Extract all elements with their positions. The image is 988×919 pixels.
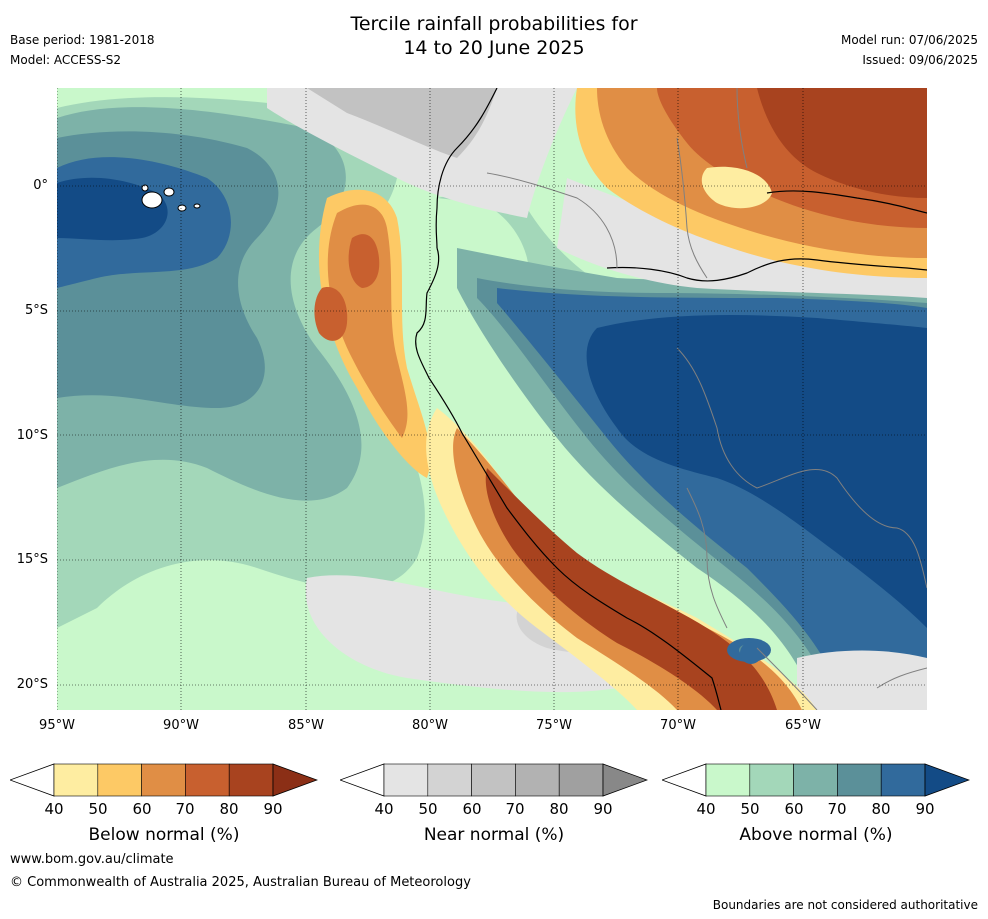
near-normal-south — [305, 575, 662, 693]
title-line-2: 14 to 20 June 2025 — [403, 37, 585, 59]
below-coast-band-60 — [327, 204, 408, 438]
coastline — [415, 247, 722, 710]
below-peru-strip-80 — [485, 468, 777, 710]
colorbar-extend-high — [602, 763, 648, 797]
meta-right: Model run: 07/06/2025 Issued: 09/06/2025 — [841, 30, 978, 70]
legend-near-tick: 90 — [593, 800, 613, 818]
coastline-north — [435, 88, 498, 249]
map-svg — [57, 88, 927, 710]
colorbar-segment — [141, 763, 186, 797]
lon-label-75w: 75°W — [536, 718, 572, 733]
lat-label-15s: 15°S — [16, 552, 48, 567]
legend-near-tick: 60 — [462, 800, 482, 818]
country-borders — [486, 88, 927, 710]
legend-above-tick: 80 — [871, 800, 891, 818]
below-coast-band-70b — [314, 287, 348, 341]
colorbar-segment — [880, 763, 926, 797]
colorbar-segment — [837, 763, 882, 797]
model-run: Model run: 07/06/2025 — [840, 33, 978, 47]
colorbar-segment — [97, 763, 142, 797]
near-normal-southeast — [797, 650, 927, 710]
lon-label-65w: 65°W — [785, 718, 821, 733]
title-line-1: Tercile rainfall probabilities for — [350, 13, 638, 35]
legend-above-tick: 50 — [740, 800, 760, 818]
legend-below-tick: 40 — [44, 800, 64, 818]
legend-near-colorbar — [340, 763, 648, 797]
legend-below-tick: 90 — [263, 800, 283, 818]
lon-label-95w: 95°W — [39, 718, 75, 733]
website-link[interactable]: www.bom.gov.au/climate — [10, 852, 174, 867]
colorbar-segment — [228, 763, 274, 797]
issued-date: Issued: 09/06/2025 — [862, 53, 978, 67]
lon-label-80w: 80°W — [412, 718, 448, 733]
galapagos-islands — [141, 184, 201, 212]
caribbean-coast — [766, 190, 927, 214]
amazon-above-90 — [586, 315, 927, 628]
legend-near-tick: 70 — [505, 800, 525, 818]
legend-above-tick: 60 — [784, 800, 804, 818]
legend-near-title: Near normal (%) — [423, 825, 565, 845]
colorbar-extend-high — [924, 763, 970, 797]
model-name: Model: ACCESS-S2 — [10, 53, 122, 67]
colorbar-extend-high — [272, 763, 318, 797]
near-normal-north — [267, 88, 577, 218]
probability-map — [57, 88, 927, 710]
boundaries-disclaimer: Boundaries are not considered authoritat… — [712, 898, 978, 912]
colorbar-segment — [427, 763, 472, 797]
colorbar-segment — [383, 763, 429, 797]
lon-label-70w: 70°W — [660, 718, 696, 733]
legend-below-tick: 50 — [88, 800, 108, 818]
lon-label-90w: 90°W — [163, 718, 199, 733]
legend-below-colorbar — [10, 763, 318, 797]
amazon-river-coast — [606, 258, 927, 282]
meta-left: Base period: 1981-2018 Model: ACCESS-S2 — [10, 30, 155, 70]
lat-label-20s: 20°S — [16, 677, 48, 692]
colorbar-extend-low — [340, 763, 385, 797]
below-northeast-80 — [757, 88, 927, 198]
below-coast-band-70 — [348, 234, 380, 288]
gridlines — [57, 88, 927, 710]
legend-below-tick: 80 — [219, 800, 239, 818]
altiplano-spot — [740, 642, 762, 664]
lon-label-85w: 85°W — [288, 718, 324, 733]
legend-near-normal: 40 50 60 70 80 90 Near normal (%) — [340, 762, 648, 872]
base-period: Base period: 1981-2018 — [10, 33, 155, 47]
legend-above-tick: 70 — [827, 800, 847, 818]
colorbar-segment — [185, 763, 230, 797]
legend-above-tick: 90 — [915, 800, 935, 818]
lat-label-10s: 10°S — [16, 428, 48, 443]
legend-below-normal: 40 50 60 70 80 90 Below normal (%) — [10, 762, 318, 872]
colorbar-segment — [749, 763, 794, 797]
colorbar-segment — [705, 763, 751, 797]
chart-title: Tercile rainfall probabilities for 14 to… — [0, 12, 988, 60]
colorbar-segment — [515, 763, 560, 797]
colorbar-extend-low — [662, 763, 707, 797]
legend-below-tick: 70 — [175, 800, 195, 818]
legend-above-colorbar — [662, 763, 970, 797]
legend-below-title: Below normal (%) — [88, 825, 240, 845]
above-90-region — [57, 177, 168, 241]
legend-above-tick: 40 — [696, 800, 716, 818]
colorbar-extend-low — [10, 763, 55, 797]
legend-above-title: Above normal (%) — [739, 825, 893, 845]
lat-label-5s: 5°S — [24, 303, 48, 318]
near-normal-north-2 — [307, 88, 497, 158]
legend-near-tick: 80 — [549, 800, 569, 818]
legend-above-normal: 40 50 60 70 80 90 Above normal (%) — [662, 762, 970, 872]
legend-below-tick: 60 — [132, 800, 152, 818]
below-northeast-40-patch — [701, 166, 772, 209]
colorbar-segment — [558, 763, 604, 797]
legend-near-tick: 40 — [374, 800, 394, 818]
legend-near-tick: 50 — [418, 800, 438, 818]
lat-label-0: 0° — [33, 178, 48, 193]
colorbar-segment — [53, 763, 99, 797]
colorbar-segment — [471, 763, 516, 797]
colorbar-segment — [793, 763, 838, 797]
copyright-text: © Commonwealth of Australia 2025, Austra… — [10, 875, 471, 890]
